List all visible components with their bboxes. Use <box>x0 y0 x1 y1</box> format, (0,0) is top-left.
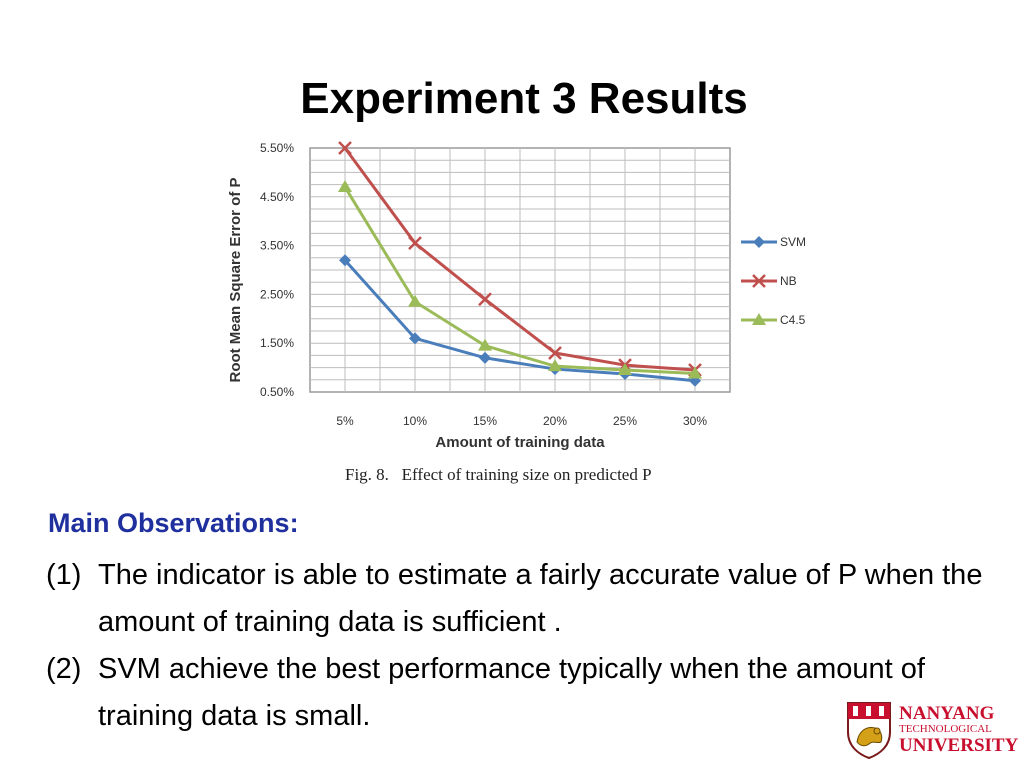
legend-marker-c45 <box>752 313 766 325</box>
x-tick-label: 25% <box>613 414 637 428</box>
data-point-c45 <box>688 366 702 379</box>
data-point-svm <box>479 351 491 364</box>
x-tick-label: 5% <box>336 414 354 428</box>
legend-label-nb: NB <box>780 274 797 288</box>
legend-label-c45: C4.5 <box>780 313 806 327</box>
observation-number: (2) <box>46 653 82 685</box>
data-point-c45 <box>618 363 632 376</box>
y-tick-label: 1.50% <box>260 336 294 350</box>
legend-marker-nb <box>752 274 766 288</box>
x-tick-label: 20% <box>543 414 567 428</box>
data-point-nb <box>408 236 422 251</box>
data-point-c45 <box>408 294 422 307</box>
legend-label-svm: SVM <box>780 235 806 249</box>
data-point-svm <box>339 254 351 267</box>
observation-item: (1) The indicator is able to estimate a … <box>46 552 1006 646</box>
observation-number: (1) <box>46 559 82 591</box>
observations-heading: Main Observations: <box>48 508 299 538</box>
ntu-wordmark: NANYANG TECHNOLOGICAL UNIVERSITY <box>899 704 1018 755</box>
y-tick-label: 0.50% <box>260 385 294 399</box>
logo-line-1: NANYANG <box>899 703 995 724</box>
x-tick-label: 15% <box>473 414 497 428</box>
x-tick-label: 10% <box>403 414 427 428</box>
series-line-c45 <box>343 186 696 375</box>
y-axis-title: Root Mean Square Error of P <box>227 177 244 382</box>
data-point-svm <box>409 332 421 345</box>
legend-marker-svm <box>753 236 765 248</box>
y-tick-label: 2.50% <box>260 287 294 301</box>
observation-item: (2) SVM achieve the best performance typ… <box>46 646 1006 740</box>
rmse-line-chart: 0.50% 1.50% 2.50% 3.50% 4.50% 5.50% 5% 10% 15% 20… <box>227 141 806 451</box>
y-tick-label: 3.50% <box>260 239 294 253</box>
university-crest-icon <box>847 702 891 760</box>
x-tick-label: 30% <box>683 414 707 428</box>
ntu-logo: NANYANG TECHNOLOGICAL UNIVERSITY <box>845 700 1018 762</box>
data-point-nb <box>338 141 352 155</box>
data-point-c45 <box>338 180 352 193</box>
logo-line-2: TECHNOLOGICAL <box>899 723 992 735</box>
y-tick-label: 4.50% <box>260 190 294 204</box>
logo-line-3: UNIVERSITY <box>899 735 1019 756</box>
data-point-nb <box>548 346 562 360</box>
data-point-nb <box>478 292 492 307</box>
data-point-c45 <box>548 359 562 372</box>
figure-caption: Fig. 8. Effect of training size on predi… <box>345 465 652 484</box>
series-line-nb <box>343 147 696 372</box>
y-tick-label: 5.50% <box>260 141 294 155</box>
x-axis-title: Amount of training data <box>435 434 605 451</box>
series-line-svm <box>343 259 696 383</box>
slide-title: Experiment 3 Results <box>300 74 748 123</box>
observation-text: The indicator is able to estimate a fair… <box>98 559 983 638</box>
data-point-c45 <box>478 338 492 351</box>
observation-text: SVM achieve the best performance typical… <box>98 653 925 732</box>
